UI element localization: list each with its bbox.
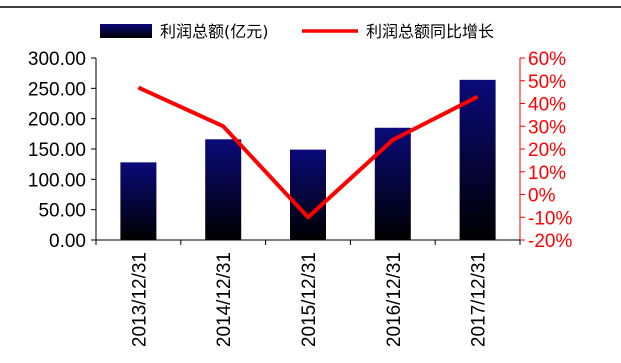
left-tick-label: 0.00 (49, 231, 86, 252)
left-tick-label: 200.00 (28, 110, 86, 131)
right-tick-label: -10% (528, 208, 572, 229)
right-tick-label: 40% (528, 95, 566, 116)
right-tick-label: 10% (528, 163, 566, 184)
left-tick-label: 150.00 (28, 140, 86, 161)
right-tick-label: 50% (528, 72, 566, 93)
legend-swatch-bar (100, 24, 152, 38)
bar-2013/12/31 (120, 162, 157, 240)
growth-line (137, 85, 479, 220)
right-tick-label: 20% (528, 140, 566, 161)
right-tick-label: 60% (528, 49, 566, 70)
right-axis-ticks: -20%-10%0%10%20%30%40%50%60% (520, 49, 572, 252)
x-tick-label: 2014/12/31 (214, 252, 235, 347)
bar-2017/12/31 (459, 79, 496, 240)
legend: 利润总额(亿元) 利润总额同比增长 (100, 22, 494, 41)
bar-2016/12/31 (374, 127, 411, 240)
legend-label-line: 利润总额同比增长 (366, 22, 494, 41)
left-tick-label: 300.00 (28, 49, 86, 70)
legend-label-bar: 利润总额(亿元) (160, 22, 269, 41)
x-tick-label: 2016/12/31 (384, 252, 405, 347)
x-tick-label: 2013/12/31 (129, 252, 150, 347)
x-tick-label: 2017/12/31 (469, 252, 490, 347)
right-tick-label: 30% (528, 117, 566, 138)
bar-2014/12/31 (205, 139, 242, 240)
right-tick-label: 0% (528, 186, 556, 207)
right-tick-label: -20% (528, 231, 572, 252)
x-axis-ticks: 2013/12/31 2014/12/31 2015/12/31 2016/12/31… (95, 240, 521, 347)
left-tick-label: 50.00 (38, 201, 86, 222)
bar-2015/12/31 (290, 149, 326, 240)
x-tick-label: 2015/12/31 (299, 252, 320, 347)
bars (120, 79, 496, 240)
left-tick-label: 250.00 (28, 79, 86, 100)
left-axis-ticks: 0.00 50.00 100.00 150.00 200.00 250.00 300.00 (28, 49, 96, 252)
left-tick-label: 100.00 (28, 170, 86, 191)
